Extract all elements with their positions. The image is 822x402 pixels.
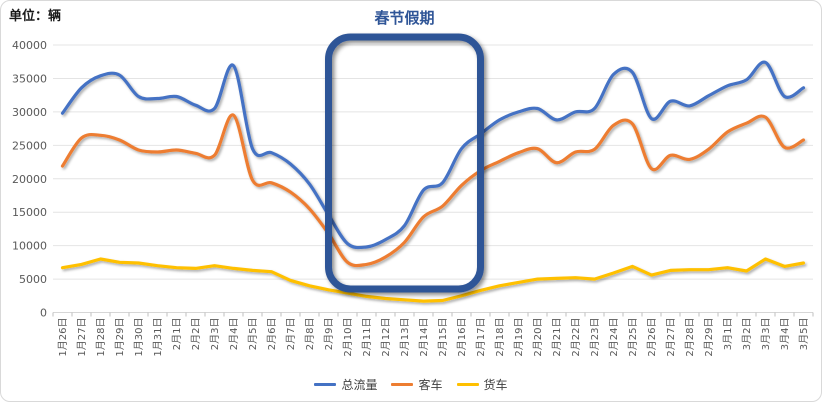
x-axis-tick-label: 2月19日 <box>513 318 525 357</box>
gridlines <box>53 44 813 280</box>
legend-swatch-total-flow <box>314 383 337 386</box>
x-axis-tick-label: 2月11日 <box>361 318 373 357</box>
legend-label-total-flow: 总流量 <box>341 378 378 392</box>
y-axis-labels: 0 5000 10000 15000 20000 25000 30000 35000 40000 <box>12 39 47 320</box>
x-axis-tick-label: 2月24日 <box>608 318 620 357</box>
y-axis-tick-label: 20000 <box>12 173 47 186</box>
x-axis-tick-label: 2月26日 <box>646 318 658 357</box>
x-axis-tick-label: 2月13日 <box>399 318 411 357</box>
annotation-title: 春节假期 <box>374 9 434 27</box>
y-axis-tick-label: 40000 <box>12 39 47 52</box>
x-axis-tick-label: 2月18日 <box>494 318 506 357</box>
x-axis-tick-label: 2月27日 <box>665 318 677 357</box>
y-axis-tick-label: 30000 <box>12 106 47 119</box>
x-axis-tick-label: 2月20日 <box>532 318 544 357</box>
series-line-货车[interactable] <box>60 257 806 303</box>
y-axis-tick-label: 5000 <box>19 273 47 286</box>
x-axis-tick-label: 2月5日 <box>247 318 259 351</box>
holiday-annotation <box>325 33 484 293</box>
x-axis-tick-label: 2月15日 <box>437 318 449 357</box>
x-axis-tick-label: 1月29日 <box>114 318 126 357</box>
y-axis-tick-label: 15000 <box>12 206 47 219</box>
x-axis-tick-label: 2月14日 <box>418 318 430 357</box>
x-axis-tick-label: 2月23日 <box>589 318 601 357</box>
legend-label-passenger: 客车 <box>418 378 443 392</box>
x-axis-tick-label: 2月6日 <box>266 318 278 351</box>
legend-swatch-truck <box>456 383 479 386</box>
holiday-annotation-box[interactable] <box>325 33 484 293</box>
x-axis-tick-label: 2月17日 <box>475 318 487 357</box>
x-axis-tick-label: 2月21日 <box>551 318 563 357</box>
series-line-客车[interactable] <box>60 113 806 268</box>
x-axis-tick-label: 3月4日 <box>779 318 791 351</box>
x-axis: 1月26日 1月27日 1月28日 1月29日 1月30日 1月31日 2月1日 2月2日 2月… <box>52 312 814 357</box>
y-axis-tick-label: 35000 <box>12 72 47 85</box>
x-axis-tick-label: 3月3日 <box>760 318 772 351</box>
unit-label: 单位：辆 <box>9 8 61 24</box>
legend-swatch-passenger <box>391 383 414 386</box>
x-axis-tick-label: 2月4日 <box>228 318 240 351</box>
x-axis-tick-label: 1月31日 <box>152 318 164 357</box>
x-axis-tick-label: 1月26日 <box>57 318 69 357</box>
legend: 总流量 客车 货车 <box>1 376 821 393</box>
x-axis-tick-label: 2月1日 <box>171 318 183 351</box>
series-line-总流量[interactable] <box>60 60 806 250</box>
legend-item-truck[interactable]: 货车 <box>456 376 508 393</box>
x-axis-tick-label: 2月10日 <box>342 318 354 357</box>
x-axis-tick-label: 2月28日 <box>684 318 696 357</box>
x-axis-tick-label: 3月5日 <box>798 318 810 351</box>
y-axis-tick-label: 25000 <box>12 139 47 152</box>
series-lines <box>60 60 806 303</box>
legend-label-truck: 货车 <box>483 378 508 392</box>
x-axis-tick-label: 2月2日 <box>190 318 202 351</box>
legend-item-passenger[interactable]: 客车 <box>391 376 443 393</box>
x-axis-tick-label: 2月16日 <box>456 318 468 357</box>
x-axis-tick-label: 2月12日 <box>380 318 392 357</box>
x-axis-tick-label: 3月2日 <box>741 318 753 351</box>
x-axis-tick-label: 2月22日 <box>570 318 582 357</box>
x-axis-tick-label: 1月27日 <box>76 318 88 357</box>
x-axis-tick-label: 3月1日 <box>722 318 734 351</box>
x-axis-tick-label: 1月28日 <box>95 318 107 357</box>
y-axis-tick-label: 10000 <box>12 240 47 253</box>
legend-item-total-flow[interactable]: 总流量 <box>314 376 377 393</box>
y-axis-tick-label: 0 <box>40 307 47 320</box>
x-axis-tick-label: 2月25日 <box>627 318 639 357</box>
x-axis-tick-label: 2月29日 <box>703 318 715 357</box>
x-axis-tick-label: 1月30日 <box>133 318 145 357</box>
x-axis-tick-label: 2月7日 <box>285 318 297 351</box>
x-axis-tick-label: 2月8日 <box>304 318 316 351</box>
x-axis-tick-label: 2月9日 <box>323 318 335 351</box>
x-axis-tick-label: 2月3日 <box>209 318 221 351</box>
